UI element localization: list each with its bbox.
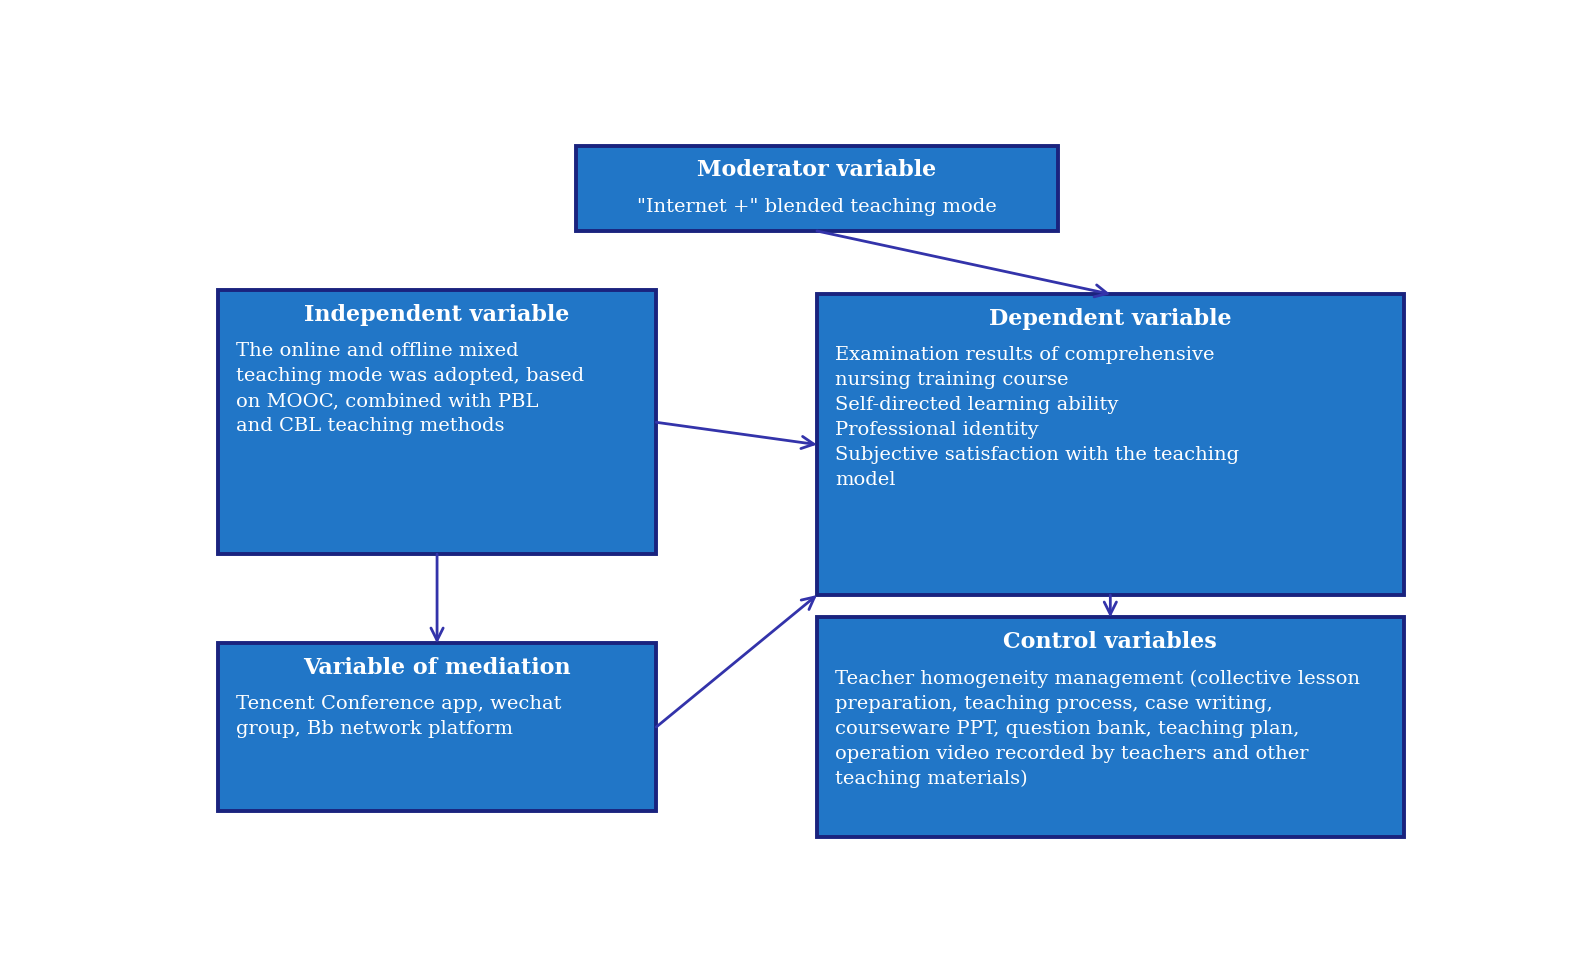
Text: Independent variable: Independent variable xyxy=(304,304,569,326)
Text: The online and offline mixed
teaching mode was adopted, based
on MOOC, combined : The online and offline mixed teaching mo… xyxy=(236,343,585,435)
Text: "Internet +" blended teaching mode: "Internet +" blended teaching mode xyxy=(638,198,996,215)
FancyBboxPatch shape xyxy=(816,618,1404,837)
Text: Control variables: Control variables xyxy=(1004,631,1218,652)
Text: Variable of mediation: Variable of mediation xyxy=(303,657,571,678)
Text: Moderator variable: Moderator variable xyxy=(697,159,937,180)
FancyBboxPatch shape xyxy=(218,644,657,811)
FancyBboxPatch shape xyxy=(816,294,1404,595)
Text: Tencent Conference app, wechat
group, Bb network platform: Tencent Conference app, wechat group, Bb… xyxy=(236,696,561,738)
Text: Teacher homogeneity management (collective lesson
preparation, teaching process,: Teacher homogeneity management (collecti… xyxy=(835,670,1360,788)
Text: Dependent variable: Dependent variable xyxy=(988,308,1232,329)
FancyBboxPatch shape xyxy=(218,290,657,554)
FancyBboxPatch shape xyxy=(575,146,1058,231)
Text: Examination results of comprehensive
nursing training course
Self-directed learn: Examination results of comprehensive nur… xyxy=(835,346,1240,489)
